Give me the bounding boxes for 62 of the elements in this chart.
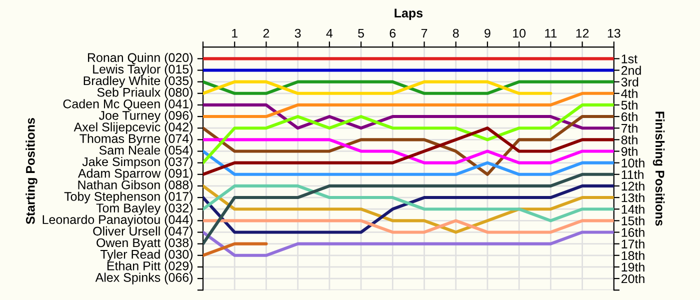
series-label: Sam Neale (054) (99, 145, 193, 158)
y-tick-label: 13th (622, 193, 644, 202)
y-tick-label: 6th (621, 112, 638, 122)
x-tick-label: 7 (421, 28, 428, 38)
y-tick-label: 14th (622, 204, 644, 214)
series-label: Jake Simpson (037) (82, 156, 193, 169)
y-tick-label: 7th (621, 124, 638, 133)
x-tick-label: 5 (358, 28, 364, 38)
text: Starting Positions (26, 118, 38, 224)
text: Alex Spinks (066) (95, 272, 193, 284)
x-tick-label: 12 (576, 28, 589, 38)
y-tick-label: 19th (622, 262, 644, 272)
series-label: Thomas Byrne (074) (80, 134, 193, 146)
series-label: Bradley White (035) (84, 76, 193, 88)
x-tick-label: 2 (263, 28, 270, 38)
x-tick-label: 3 (294, 28, 301, 38)
series-label: Ronan Quinn (020) (88, 52, 193, 64)
y-tick-label: 3rd (621, 77, 638, 86)
line-series (203, 126, 614, 176)
y-tick-label: 16th (622, 228, 644, 237)
series-label: Seb Priaulx (080) (97, 88, 193, 100)
y-tick-label: 17th (622, 239, 644, 248)
x-tick-label: 4 (326, 28, 333, 38)
y-axis-title: Finishing Positions (652, 112, 665, 226)
x-tick-label: 1 (232, 28, 238, 38)
y-tick-label: 10th (622, 158, 644, 168)
text: Ethan Pitt (029) (107, 261, 193, 273)
series-label: Joe Turney (096) (98, 110, 193, 122)
x-tick-label: 11 (545, 28, 557, 38)
line-series (203, 184, 614, 222)
x-tick-label: 9 (484, 28, 490, 38)
series-label: Nathan Gibson (088) (78, 180, 193, 192)
series-label: Axel Slijepcevic (042) (74, 122, 193, 134)
series-label: Caden Mc Queen (041) (63, 99, 193, 111)
series-label: Leonardo Panayiotou (044) (42, 214, 193, 226)
line-series (203, 115, 614, 176)
series-label: Tom Bayley (032) (96, 203, 193, 215)
series-label: Adam Sparrow (091) (78, 168, 193, 180)
y-tick-label: 8th (621, 135, 638, 144)
x-tick-label: 6 (390, 28, 396, 38)
y-tick-label: 20th (621, 274, 644, 284)
y-tick-label: 12th (622, 181, 644, 191)
y-tick-label: 15th (622, 216, 644, 226)
y-tick-label: 9th (621, 146, 638, 156)
y-tick-label: 4th (621, 88, 638, 98)
x-tick-label: 10 (513, 28, 526, 38)
y-tick-label: 5th (621, 100, 638, 110)
line-series (203, 184, 614, 234)
x-tick-label: 8 (452, 28, 459, 38)
line-series (203, 172, 614, 246)
y-tick-label: 1st (622, 54, 638, 64)
series-label: Owen Byatt (038) (96, 238, 193, 250)
series-label: Lewis Taylor (015) (93, 64, 193, 76)
line-series (203, 103, 614, 164)
y-tick-label: 11th (622, 170, 644, 180)
x-axis-title: Laps (394, 8, 423, 20)
y-tick-label: 18th (622, 250, 644, 260)
y-tick-label: 2nd (621, 66, 641, 75)
series-label: Oliver Ursell (047) (93, 226, 193, 238)
series-label: Tyler Read (030) (100, 250, 193, 262)
x-tick-label: 13 (608, 28, 620, 38)
series-label: Toby Stephenson (017) (64, 192, 193, 204)
